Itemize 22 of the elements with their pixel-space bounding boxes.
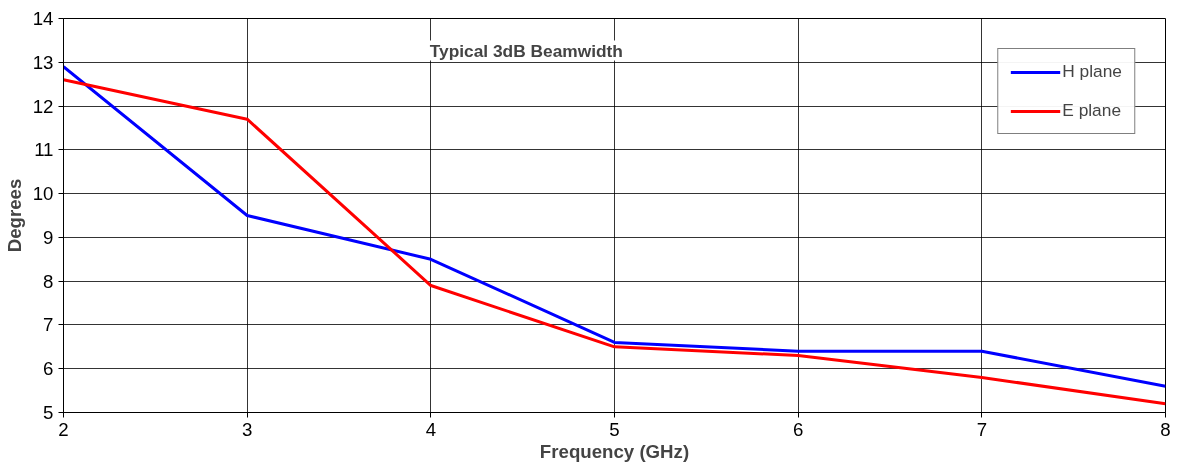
x-tick-label: 7 <box>976 418 988 440</box>
x-tick-label: 2 <box>58 418 69 440</box>
y-tick-label: 7 <box>43 314 54 336</box>
y-tick-label: 13 <box>32 51 54 73</box>
text: Typical 3dB Beamwidth <box>429 40 623 61</box>
y-tick-label: 14 <box>32 8 54 29</box>
y-tick-label: 11 <box>34 139 54 161</box>
y-tick-label: 8 <box>43 270 54 292</box>
x-tick-label: 3 <box>241 418 253 440</box>
y-tick-label: 6 <box>43 358 54 380</box>
y-tick-label: 9 <box>43 226 54 248</box>
x-tick-label: 6 <box>792 418 804 440</box>
y-tick-label: 12 <box>32 95 54 117</box>
y-axis-title: Degrees <box>3 178 25 253</box>
legend-label: E plane <box>1062 100 1122 121</box>
y-tick-label: 10 <box>32 183 54 205</box>
y-tick-label: 5 <box>43 402 54 423</box>
x-tick-label: 5 <box>609 418 620 440</box>
legend-label: H plane <box>1062 61 1122 82</box>
x-tick-label: 4 <box>425 418 437 440</box>
x-tick-label: 8 <box>1160 418 1171 440</box>
x-axis-title: Frequency (GHz) <box>539 440 690 462</box>
